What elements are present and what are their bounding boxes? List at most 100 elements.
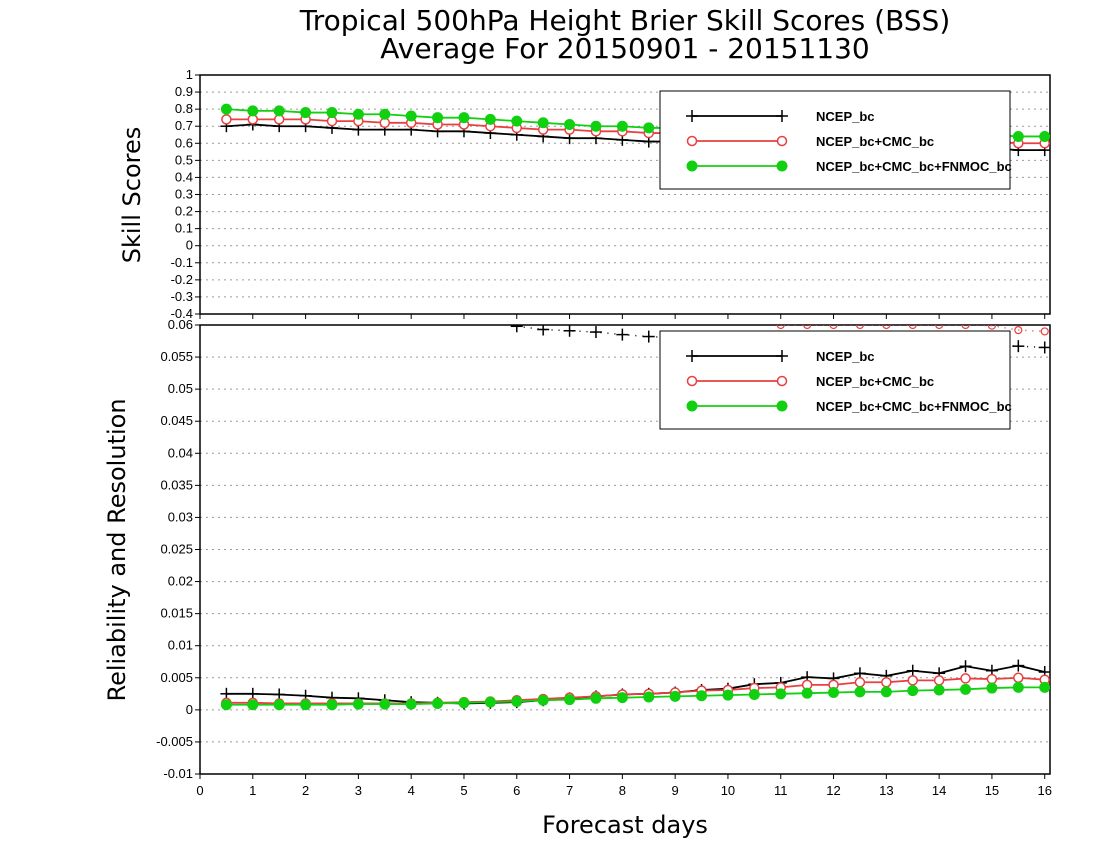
data-point	[616, 328, 629, 341]
y-tick-label: 0.06	[168, 317, 193, 332]
data-point	[379, 108, 391, 120]
data-point	[221, 114, 232, 125]
data-point	[908, 325, 917, 330]
data-point	[669, 690, 681, 702]
reliability-resolution-panel: -0.01 -0.005 0 0.005 0.01 0.015 0.02 0.025 0.03 0…	[103, 317, 1052, 839]
data-point	[1014, 326, 1023, 335]
legend-marker	[686, 160, 698, 172]
legend-entry-label: NCEP_bc+CMC_bc	[816, 374, 934, 389]
data-point	[1038, 341, 1050, 354]
data-point	[300, 699, 312, 711]
data-point	[960, 673, 971, 684]
data-point	[1012, 130, 1024, 142]
plot-area	[220, 325, 1050, 711]
data-point	[907, 675, 918, 686]
y-tick-label: 0.05	[168, 381, 193, 396]
data-point	[405, 698, 417, 710]
data-point	[933, 684, 945, 696]
data-point	[907, 685, 919, 697]
legend-box	[659, 330, 1011, 430]
data-point	[1012, 340, 1025, 353]
data-point	[1013, 672, 1024, 684]
data-point	[775, 688, 787, 700]
legend-marker	[686, 110, 698, 122]
data-point	[642, 330, 655, 343]
data-point	[935, 325, 944, 330]
data-point	[247, 105, 259, 117]
legend-entry-label: NCEP_bc+CMC_bc+FNMOC_bc	[816, 399, 1012, 414]
x-tick-label: 4	[408, 783, 415, 798]
x-tick-label: 6	[513, 783, 520, 798]
y-tick-label: 0	[186, 702, 193, 717]
y-tick-label: -0.4	[171, 306, 193, 321]
y-tick-label: -0.2	[171, 272, 193, 287]
data-point	[616, 120, 628, 132]
data-point	[803, 325, 812, 330]
data-point	[458, 112, 470, 124]
chart-subtitle: Average For 20150901 - 20151130	[380, 32, 869, 65]
y-tick-label: 0.045	[160, 413, 193, 428]
data-point	[326, 699, 338, 711]
data-point	[273, 105, 285, 117]
y-tick-label: -0.3	[171, 289, 193, 304]
data-point	[959, 660, 972, 673]
legend-marker	[686, 135, 698, 147]
x-tick-label: 0	[196, 783, 203, 798]
data-point	[1040, 327, 1049, 336]
data-point	[933, 675, 945, 686]
y-tick-label: 0.04	[168, 445, 193, 460]
data-point	[300, 107, 312, 119]
data-point	[696, 690, 708, 702]
data-point	[855, 325, 865, 330]
x-tick-label: 8	[619, 783, 626, 798]
legend: NCEP_bc NCEP_bc+CMC_bc NCEP_bc+CMC_bc+FNMO…	[659, 330, 1012, 430]
legend-marker	[686, 375, 698, 387]
y-axis-label: Reliability and Resolution	[103, 398, 131, 701]
data-point	[961, 325, 970, 330]
x-tick-label: 2	[302, 783, 309, 798]
y-tick-label: 0.4	[175, 169, 193, 184]
data-point	[881, 677, 892, 688]
y-tick-label: 0.1	[175, 221, 193, 236]
data-point	[432, 697, 444, 709]
data-point	[986, 682, 998, 694]
x-tick-label: 10	[721, 783, 735, 798]
data-point	[616, 692, 628, 704]
data-point	[564, 119, 576, 131]
legend-marker	[686, 400, 698, 412]
chart-title: Tropical 500hPa Height Brier Skill Score…	[299, 4, 951, 37]
x-tick-label: 1	[249, 783, 256, 798]
x-tick-label: 13	[879, 783, 893, 798]
data-point	[563, 325, 576, 337]
skill-scores-panel: -0.4 -0.3 -0.2 -0.1 0 0.1 0.2 0.3 0.4 0.5 0.6 0.7 0.…	[118, 67, 1051, 321]
legend-box	[659, 90, 1011, 190]
x-axis-label: Forecast days	[542, 811, 708, 839]
data-point	[1039, 681, 1050, 693]
y-tick-label: -0.01	[163, 766, 193, 781]
data-point	[882, 325, 891, 330]
data-point	[1012, 681, 1024, 693]
data-point	[220, 103, 232, 115]
data-point	[748, 688, 760, 700]
legend-marker	[776, 160, 788, 172]
y-tick-label: 1	[186, 67, 193, 82]
y-tick-label: -0.005	[156, 734, 193, 749]
x-tick-label: 7	[566, 783, 573, 798]
data-point	[801, 687, 813, 699]
y-tick-label: 0.7	[175, 118, 193, 133]
data-point	[537, 325, 550, 336]
series-line-NCEP_bc+CMC_bc+FNMOC_bc	[226, 686, 1045, 706]
data-point	[854, 686, 866, 698]
legend: NCEP_bc NCEP_bc+CMC_bc NCEP_bc+CMC_bc+FNMO…	[659, 90, 1012, 190]
legend-marker	[776, 350, 788, 362]
data-point	[247, 699, 259, 711]
data-point	[564, 694, 576, 706]
x-tick-label: 9	[672, 783, 679, 798]
data-point	[510, 325, 523, 333]
y-tick-label: 0.02	[168, 574, 193, 589]
data-point	[537, 117, 549, 129]
y-tick-label: 0.8	[175, 101, 193, 116]
data-point	[220, 699, 232, 711]
y-tick-label: 0.015	[160, 606, 193, 621]
y-tick-label: 0.6	[175, 135, 193, 150]
